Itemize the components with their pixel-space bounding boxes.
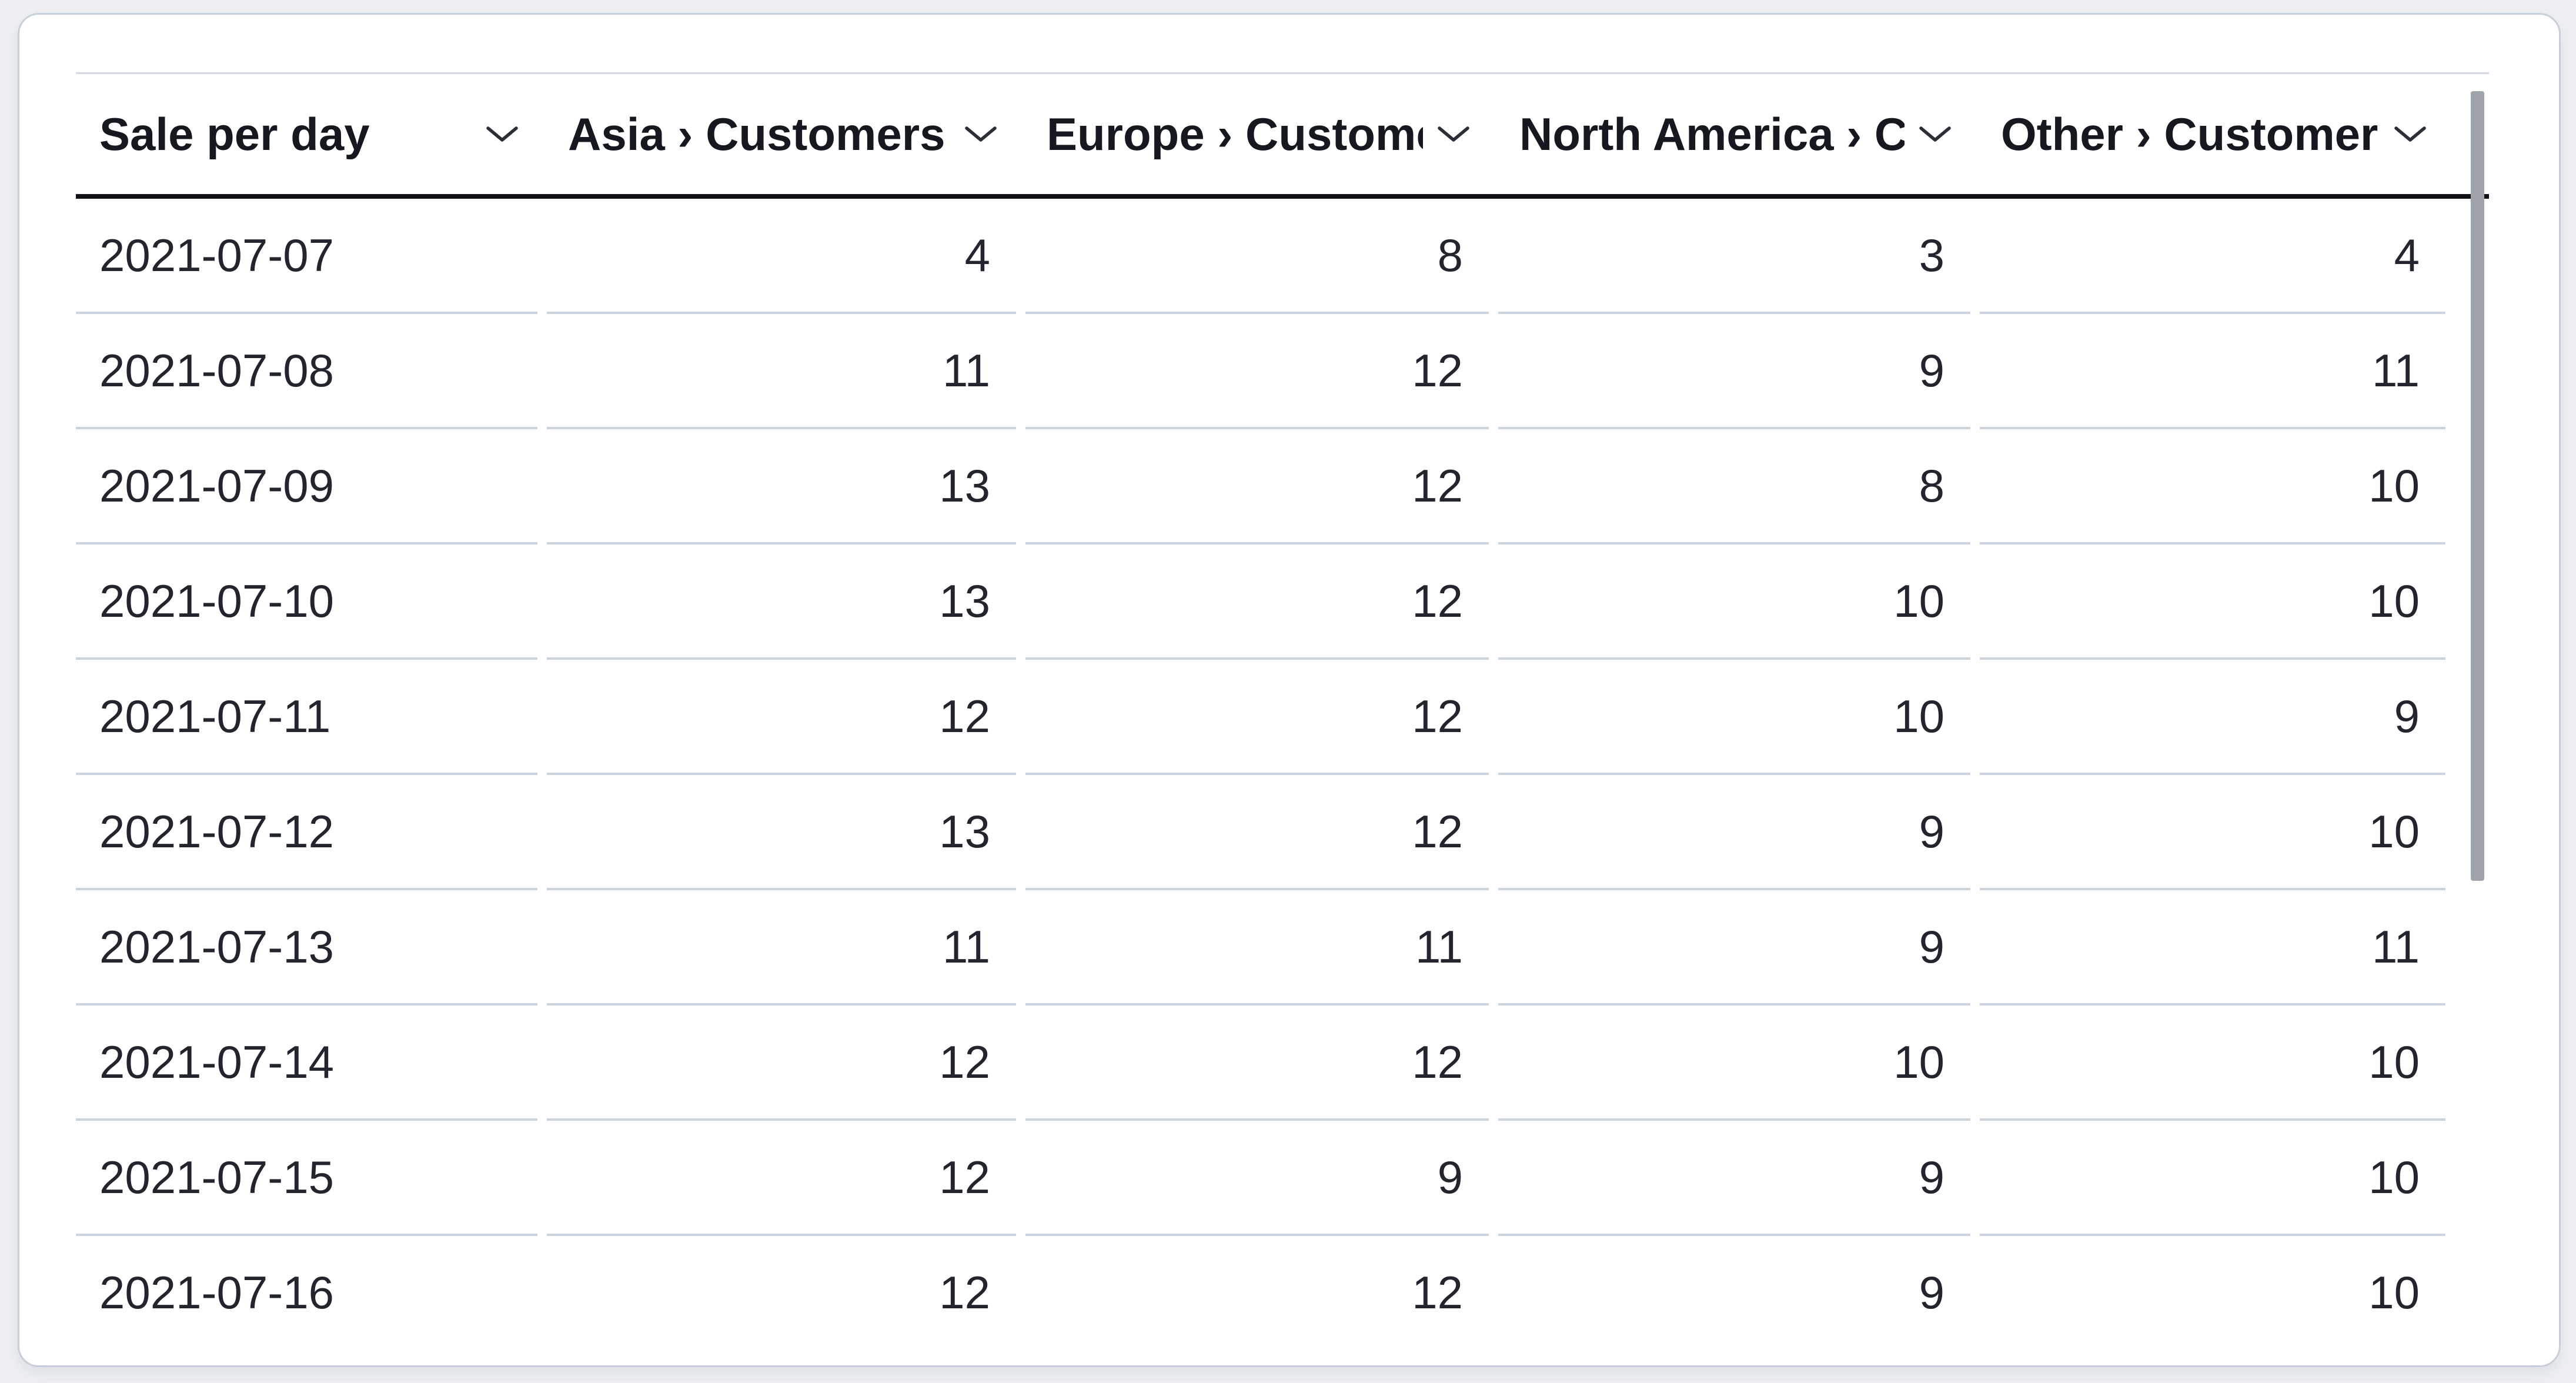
cell-date: 2021-07-12 bbox=[76, 775, 537, 890]
cell-date: 2021-07-16 bbox=[76, 1236, 537, 1348]
cell-north-america: 10 bbox=[1498, 1005, 1970, 1121]
table-body: 2021-07-07 4 8 3 4 2021-07-08 11 12 9 11… bbox=[76, 199, 2445, 1348]
cell-other: 10 bbox=[1980, 429, 2445, 544]
table-row: 2021-07-13 11 11 9 11 bbox=[76, 890, 2445, 1005]
column-header-asia-customers[interactable]: Asia › Customers bbox=[547, 74, 1016, 194]
cell-asia: 11 bbox=[547, 890, 1016, 1005]
cell-europe: 12 bbox=[1025, 314, 1489, 429]
cell-asia: 12 bbox=[547, 1005, 1016, 1121]
column-header-europe-customers[interactable]: Europe › Customers bbox=[1025, 74, 1489, 194]
cell-date: 2021-07-13 bbox=[76, 890, 537, 1005]
vertical-scrollbar-thumb[interactable] bbox=[2471, 91, 2484, 881]
table-row: 2021-07-12 13 12 9 10 bbox=[76, 775, 2445, 890]
table-row: 2021-07-09 13 12 8 10 bbox=[76, 429, 2445, 544]
table-row: 2021-07-16 12 12 9 10 bbox=[76, 1236, 2445, 1348]
column-header-sale-per-day[interactable]: Sale per day bbox=[76, 74, 537, 194]
cell-asia: 13 bbox=[547, 429, 1016, 544]
cell-other: 10 bbox=[1980, 1005, 2445, 1121]
cell-date: 2021-07-14 bbox=[76, 1005, 537, 1121]
cell-other: 10 bbox=[1980, 544, 2445, 660]
cell-asia: 12 bbox=[547, 1236, 1016, 1348]
table-row: 2021-07-14 12 12 10 10 bbox=[76, 1005, 2445, 1121]
column-header-label: Asia › Customers bbox=[568, 108, 945, 160]
chevron-down-icon[interactable] bbox=[964, 125, 997, 143]
chevron-down-icon[interactable] bbox=[1919, 125, 1952, 143]
cell-date: 2021-07-09 bbox=[76, 429, 537, 544]
cell-other: 11 bbox=[1980, 314, 2445, 429]
cell-north-america: 9 bbox=[1498, 314, 1970, 429]
cell-asia: 4 bbox=[547, 199, 1016, 314]
cell-date: 2021-07-15 bbox=[76, 1121, 537, 1236]
cell-north-america: 8 bbox=[1498, 429, 1970, 544]
cell-north-america: 9 bbox=[1498, 1236, 1970, 1348]
cell-europe: 12 bbox=[1025, 429, 1489, 544]
cell-asia: 12 bbox=[547, 1121, 1016, 1236]
cell-europe: 9 bbox=[1025, 1121, 1489, 1236]
cell-europe: 12 bbox=[1025, 660, 1489, 775]
table-header-row: Sale per day Asia › Customers Europe › C… bbox=[76, 72, 2489, 199]
cell-other: 9 bbox=[1980, 660, 2445, 775]
cell-other: 11 bbox=[1980, 890, 2445, 1005]
cell-europe: 11 bbox=[1025, 890, 1489, 1005]
table-row: 2021-07-15 12 9 9 10 bbox=[76, 1121, 2445, 1236]
cell-date: 2021-07-07 bbox=[76, 199, 537, 314]
column-header-label: Sale per day bbox=[99, 108, 370, 160]
cell-europe: 12 bbox=[1025, 544, 1489, 660]
column-header-north-america-customers[interactable]: North America › Customers bbox=[1498, 74, 1970, 194]
cell-other: 4 bbox=[1980, 199, 2445, 314]
cell-asia: 13 bbox=[547, 544, 1016, 660]
cell-asia: 13 bbox=[547, 775, 1016, 890]
cell-europe: 8 bbox=[1025, 199, 1489, 314]
table-card: Sale per day Asia › Customers Europe › C… bbox=[18, 13, 2561, 1367]
cell-other: 10 bbox=[1980, 1236, 2445, 1348]
table-row: 2021-07-07 4 8 3 4 bbox=[76, 199, 2445, 314]
cell-north-america: 9 bbox=[1498, 775, 1970, 890]
column-header-label: Europe › Customers bbox=[1047, 108, 1423, 160]
cell-other: 10 bbox=[1980, 775, 2445, 890]
table-row: 2021-07-08 11 12 9 11 bbox=[76, 314, 2445, 429]
chevron-down-icon[interactable] bbox=[486, 125, 519, 143]
chevron-down-icon[interactable] bbox=[2394, 125, 2427, 143]
cell-north-america: 10 bbox=[1498, 660, 1970, 775]
column-header-other-customers[interactable]: Other › Customers bbox=[1980, 74, 2445, 194]
cell-north-america: 9 bbox=[1498, 890, 1970, 1005]
table-row: 2021-07-11 12 12 10 9 bbox=[76, 660, 2445, 775]
cell-asia: 12 bbox=[547, 660, 1016, 775]
cell-date: 2021-07-10 bbox=[76, 544, 537, 660]
table-row: 2021-07-10 13 12 10 10 bbox=[76, 544, 2445, 660]
cell-asia: 11 bbox=[547, 314, 1016, 429]
cell-north-america: 10 bbox=[1498, 544, 1970, 660]
cell-date: 2021-07-11 bbox=[76, 660, 537, 775]
cell-other: 10 bbox=[1980, 1121, 2445, 1236]
column-header-label: Other › Customers bbox=[2001, 108, 2380, 160]
cell-north-america: 9 bbox=[1498, 1121, 1970, 1236]
cell-europe: 12 bbox=[1025, 775, 1489, 890]
cell-europe: 12 bbox=[1025, 1005, 1489, 1121]
chevron-down-icon[interactable] bbox=[1437, 125, 1470, 143]
column-header-label: North America › Customers bbox=[1519, 108, 1905, 160]
table-scroll-area[interactable]: Sale per day Asia › Customers Europe › C… bbox=[76, 72, 2489, 1348]
cell-north-america: 3 bbox=[1498, 199, 1970, 314]
cell-date: 2021-07-08 bbox=[76, 314, 537, 429]
cell-europe: 12 bbox=[1025, 1236, 1489, 1348]
